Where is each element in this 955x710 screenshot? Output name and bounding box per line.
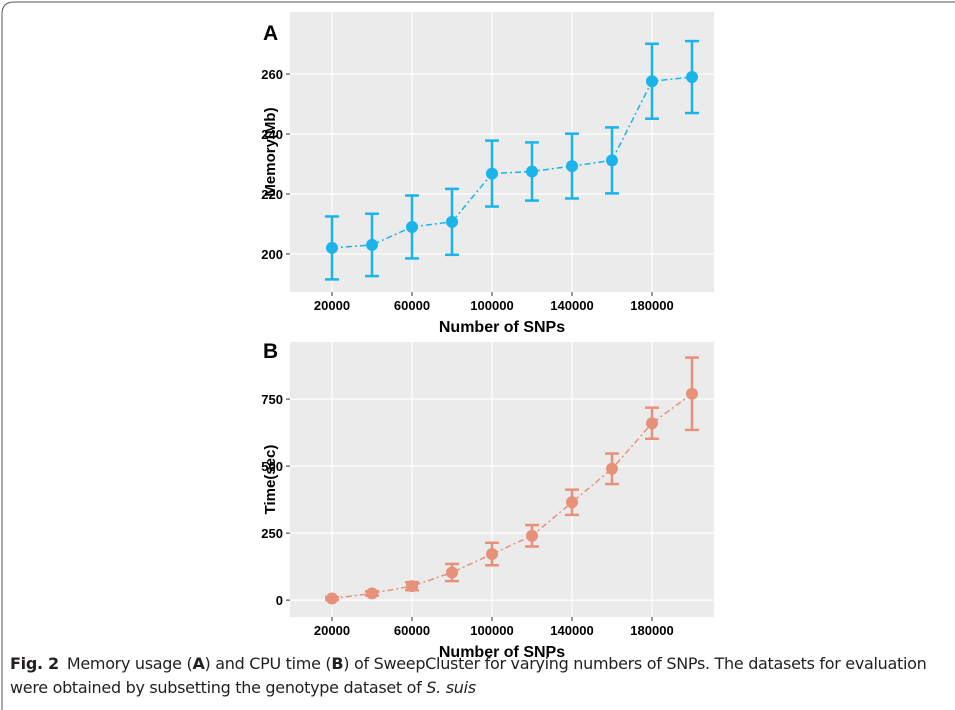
x-tick-label: 100000 (470, 298, 513, 313)
caption-text: S. suis (426, 678, 476, 697)
caption-text: B (331, 654, 344, 673)
caption-text: ) and CPU time ( (204, 654, 332, 673)
x-tick-label: 60000 (394, 298, 430, 313)
y-tick-label: 200 (261, 247, 283, 262)
point (446, 215, 458, 228)
point (566, 160, 578, 173)
caption: Fig. 2 Memory usage (A) and CPU time (B) … (10, 652, 945, 700)
y-tick-label: 250 (261, 526, 283, 541)
y-tick-label: 0 (276, 593, 283, 608)
x-tick-label: 180000 (630, 623, 673, 638)
point (646, 417, 658, 430)
point (646, 75, 658, 88)
point (326, 592, 338, 605)
point (486, 548, 498, 561)
point (686, 387, 698, 400)
x-tick-label: 20000 (314, 298, 350, 313)
point (406, 580, 418, 593)
caption-text: ) of SweepCluster for varying numbers of… (10, 654, 927, 697)
point (326, 241, 338, 254)
point (606, 462, 618, 475)
x-axis-label: Number of SNPs (439, 319, 565, 336)
point (606, 154, 618, 167)
point (486, 167, 498, 180)
point (366, 238, 378, 251)
plot-panel (290, 12, 714, 292)
point (686, 71, 698, 84)
panel-label: B (263, 340, 278, 363)
caption-text: Memory usage ( (66, 654, 193, 673)
x-tick-label: 140000 (550, 623, 593, 638)
x-axis-label: Number of SNPs (439, 644, 565, 661)
caption-text: A (192, 654, 205, 673)
y-axis-label: Time(sec) (262, 445, 279, 515)
point (366, 587, 378, 600)
y-tick-label: 750 (261, 392, 283, 407)
caption-label: Fig. 2 (10, 654, 59, 673)
x-tick-label: 180000 (630, 298, 673, 313)
point (406, 220, 418, 233)
x-tick-label: 140000 (550, 298, 593, 313)
point (526, 529, 538, 542)
x-tick-label: 100000 (470, 623, 513, 638)
y-tick-label: 240 (261, 127, 283, 142)
y-tick-label: 500 (261, 459, 283, 474)
y-tick-label: 220 (261, 187, 283, 202)
series-line (331, 76, 693, 249)
panel-label: A (263, 22, 278, 45)
x-tick-label: 60000 (394, 623, 430, 638)
point (566, 496, 578, 509)
point (526, 165, 538, 178)
series-line (331, 393, 693, 600)
point (446, 566, 458, 579)
y-axis-label: Memory(Mb) (262, 107, 279, 196)
plot-panel (290, 342, 714, 617)
x-tick-label: 20000 (314, 623, 350, 638)
y-tick-label: 260 (261, 67, 283, 82)
